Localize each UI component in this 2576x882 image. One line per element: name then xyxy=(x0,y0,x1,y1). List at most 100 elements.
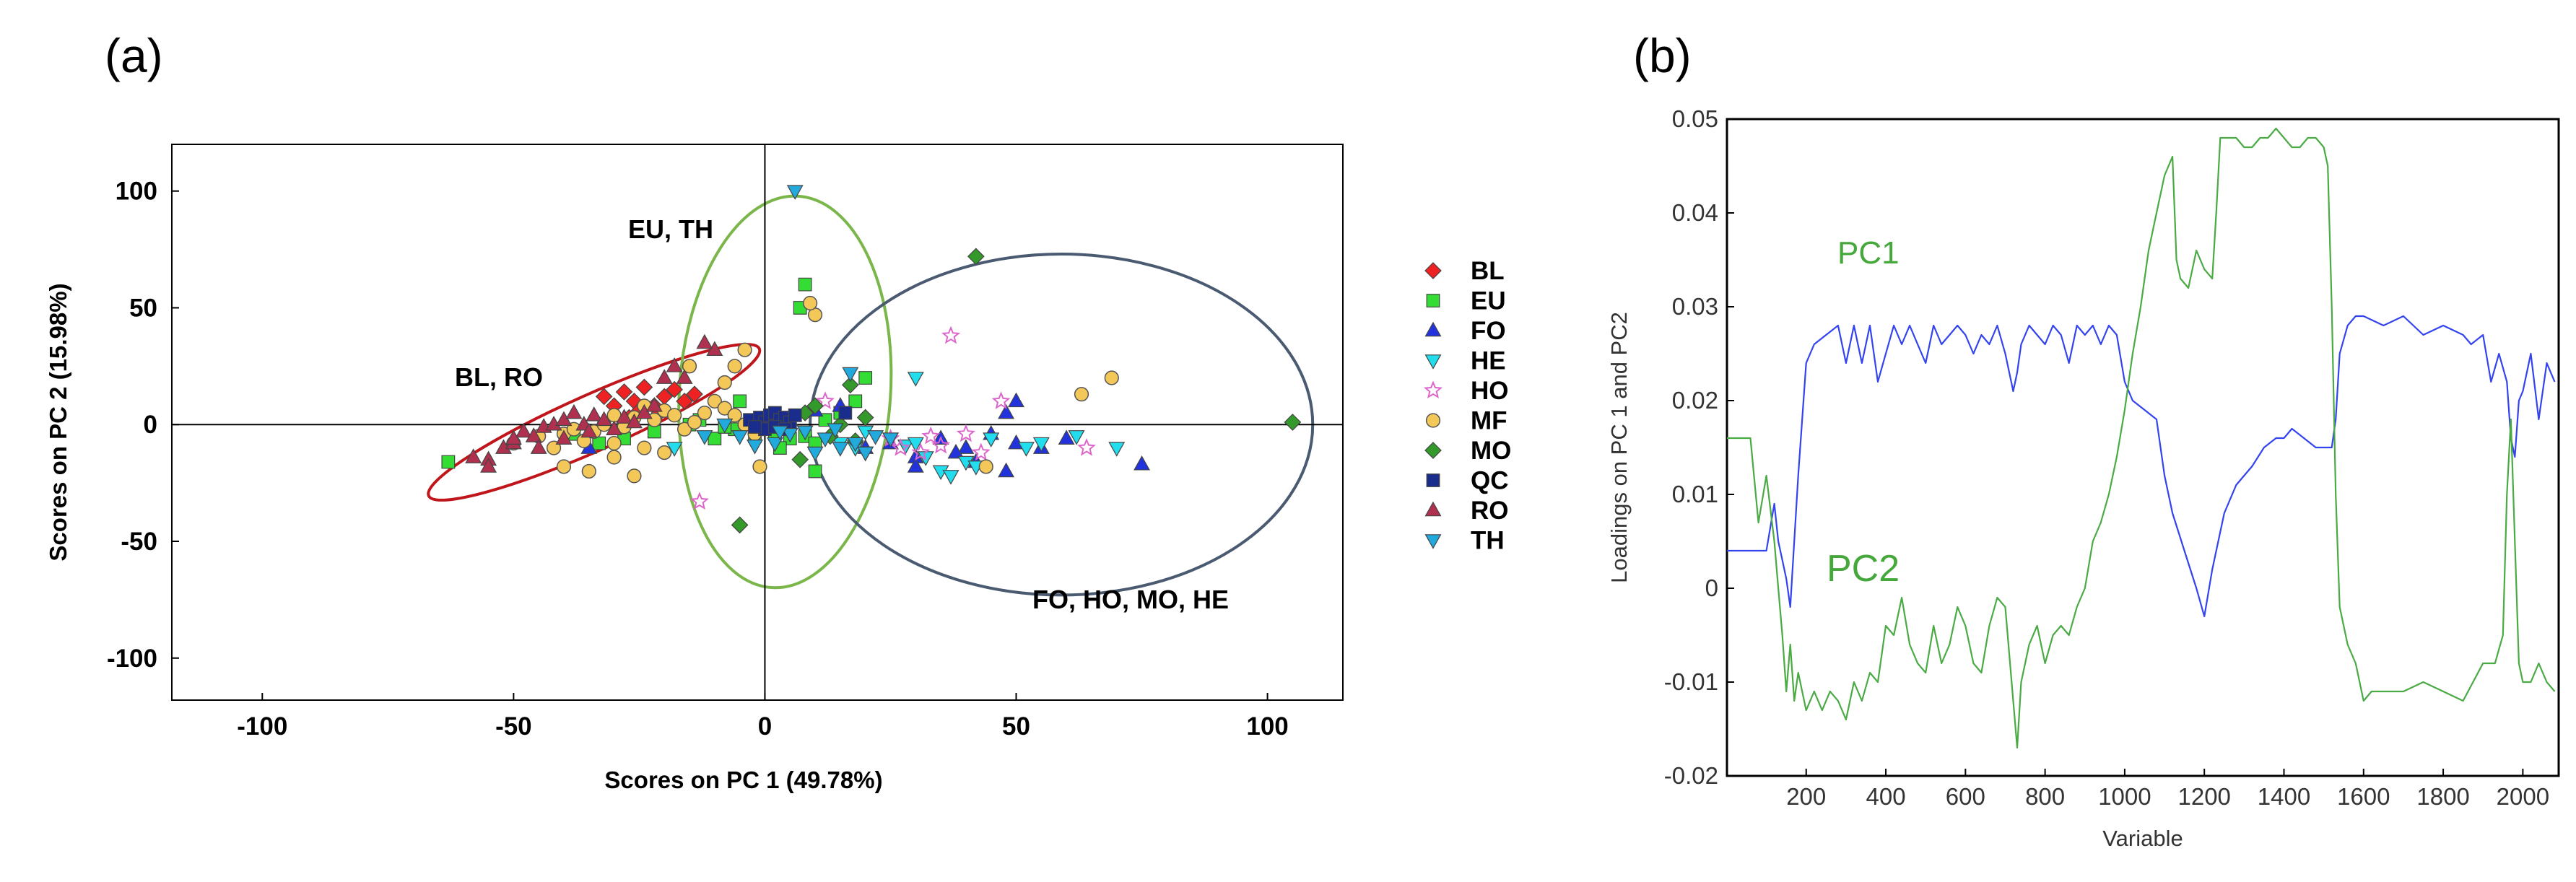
y-tick-label: 0 xyxy=(1705,575,1718,601)
legend-item-ro: RO xyxy=(1424,497,1509,525)
point-th xyxy=(817,432,834,447)
point-th xyxy=(716,418,734,434)
point-mf xyxy=(627,468,642,484)
point-mf xyxy=(606,450,622,465)
legend-marker-bl xyxy=(1424,262,1442,279)
point-eu xyxy=(733,394,747,409)
series-th xyxy=(696,185,899,462)
point-he xyxy=(1032,437,1050,453)
legend-marker-qc xyxy=(1426,473,1440,487)
point-ro xyxy=(616,409,632,424)
legend-marker-ho xyxy=(1423,380,1443,398)
point-ro xyxy=(465,448,482,463)
point-th xyxy=(857,446,874,462)
legend-marker-he xyxy=(1424,354,1442,370)
point-bl xyxy=(686,385,703,403)
point-th xyxy=(747,440,763,455)
panel-b-plot-frame xyxy=(1726,118,2560,777)
group-label-eu-th: EU, TH xyxy=(628,214,713,244)
point-mf xyxy=(707,393,722,409)
point-th xyxy=(796,425,814,441)
point-ro xyxy=(525,427,542,442)
point-mf xyxy=(737,342,752,357)
point-mf xyxy=(657,445,672,460)
legend-item-qc: QC xyxy=(1426,467,1509,495)
legend-label: EU xyxy=(1471,287,1506,315)
legend-item-eu: EU xyxy=(1426,287,1506,315)
point-ro xyxy=(515,422,532,438)
x-tick-label: -50 xyxy=(495,712,532,741)
point-th xyxy=(847,437,864,453)
point-mo xyxy=(841,376,859,394)
point-ro xyxy=(480,458,497,473)
point-th xyxy=(696,430,713,445)
x-tick-label: 1000 xyxy=(2098,783,2151,810)
legend-marker-mo xyxy=(1424,442,1442,459)
x-tick-label: 800 xyxy=(2025,783,2065,810)
point-mo xyxy=(1284,414,1302,431)
point-ho xyxy=(991,391,1011,409)
series-line-pc1 xyxy=(1727,315,2556,618)
point-th xyxy=(786,185,804,200)
point-fo xyxy=(907,458,924,473)
x-tick-label: 200 xyxy=(1786,783,1826,810)
y-tick-label: -100 xyxy=(107,645,157,673)
point-qc xyxy=(838,406,853,420)
x-tick-label: 50 xyxy=(1002,712,1030,741)
series-ro xyxy=(465,333,723,473)
panel-a-plot-frame xyxy=(171,144,1344,701)
point-mf xyxy=(717,401,732,416)
group-label-bl-ro: BL, RO xyxy=(455,362,543,392)
point-ro xyxy=(555,429,573,445)
point-he xyxy=(1017,442,1035,457)
point-mf xyxy=(752,459,767,474)
point-mf xyxy=(556,459,572,474)
x-tick-label: 100 xyxy=(1246,712,1288,741)
legend-label: FO xyxy=(1471,317,1506,345)
panel-b-y-axis-label: Loadings on PC 1 and PC2 xyxy=(1606,312,1632,583)
point-ro xyxy=(645,397,663,412)
x-tick-label: 600 xyxy=(1946,783,1985,810)
point-he xyxy=(907,437,924,453)
x-tick-label: 1200 xyxy=(2177,783,2230,810)
point-ho xyxy=(815,391,835,409)
legend-item-th: TH xyxy=(1424,527,1505,555)
point-eu xyxy=(441,455,456,469)
point-mo xyxy=(856,409,874,427)
point-th xyxy=(832,442,849,457)
panel-a: (a) -100 -50 0 50 100 100 50 0 -50 -100 Scores on… xyxy=(45,29,1511,793)
point-ro xyxy=(530,439,547,454)
y-tick-label: 100 xyxy=(116,178,157,206)
panel-a-x-axis-label: Scores on PC 1 (49.78%) xyxy=(604,767,882,793)
x-tick-label: -100 xyxy=(237,712,287,741)
point-eu xyxy=(592,436,606,450)
legend-label: BL xyxy=(1471,257,1505,285)
point-eu xyxy=(848,394,863,409)
point-ho xyxy=(1076,437,1096,456)
legend-label: RO xyxy=(1471,497,1509,525)
panel-b-label: (b) xyxy=(1633,29,1692,82)
point-eu xyxy=(798,277,812,292)
point-mo xyxy=(731,516,749,534)
point-mo xyxy=(791,450,809,468)
y-tick-label: -50 xyxy=(121,528,157,556)
legend-item-mo: MO xyxy=(1424,437,1511,465)
point-ho xyxy=(971,442,991,461)
point-he xyxy=(942,470,960,485)
point-mf xyxy=(697,405,713,421)
point-mf xyxy=(637,440,652,455)
legend-marker-mf xyxy=(1425,413,1441,428)
x-tick-label: 2000 xyxy=(2497,783,2549,810)
x-tick-label: 1800 xyxy=(2416,783,2469,810)
point-he xyxy=(1108,442,1126,457)
point-mf xyxy=(606,436,622,451)
point-th xyxy=(867,430,884,445)
point-mf xyxy=(667,408,682,423)
point-th xyxy=(882,432,899,447)
x-tick-label: 1400 xyxy=(2258,783,2310,810)
series-label-pc1: PC1 xyxy=(1837,235,1900,271)
legend-item-fo: FO xyxy=(1424,317,1506,345)
point-mo xyxy=(967,248,985,266)
point-th xyxy=(771,425,788,441)
